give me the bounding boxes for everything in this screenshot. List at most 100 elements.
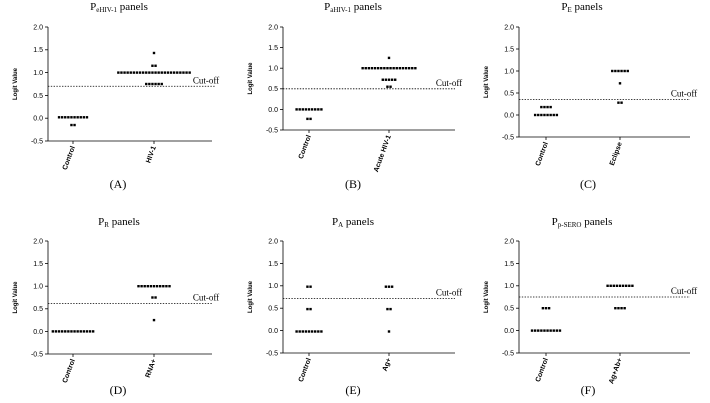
chart-title-tail: panels bbox=[351, 1, 382, 13]
data-point bbox=[154, 71, 157, 74]
chart-title: PaHIV-1 panels bbox=[324, 1, 382, 14]
data-point bbox=[380, 67, 383, 70]
cutoff-label: Cut-off bbox=[436, 78, 462, 88]
y-tick-label: 0.5 bbox=[268, 86, 278, 93]
data-point bbox=[549, 105, 552, 109]
y-tick-label: 1.0 bbox=[504, 68, 514, 75]
chart-title: Pp-SERO panels bbox=[552, 216, 613, 229]
y-tick-label: -0.5 bbox=[31, 351, 43, 358]
data-point bbox=[384, 78, 388, 81]
chart-title: PE panels bbox=[561, 1, 602, 14]
data-point bbox=[307, 330, 311, 333]
data-point bbox=[67, 116, 70, 119]
data-point bbox=[387, 285, 391, 288]
data-point bbox=[85, 116, 89, 119]
data-point bbox=[387, 330, 391, 333]
y-tick-label: -0.5 bbox=[502, 350, 514, 357]
data-point bbox=[623, 69, 626, 73]
chart-title-main: P bbox=[90, 1, 96, 13]
y-tick-label: 1.0 bbox=[268, 283, 278, 290]
data-point bbox=[392, 67, 395, 70]
y-tick-label: 1.0 bbox=[268, 66, 278, 73]
data-point bbox=[76, 116, 79, 119]
data-point bbox=[611, 69, 614, 73]
chart-title-main: P bbox=[552, 216, 558, 228]
data-point bbox=[541, 307, 545, 310]
data-point bbox=[151, 64, 154, 67]
data-point bbox=[609, 284, 612, 287]
data-point bbox=[306, 285, 309, 288]
data-point bbox=[626, 69, 629, 73]
data-point bbox=[309, 307, 312, 311]
data-point bbox=[549, 329, 552, 332]
data-point bbox=[73, 123, 76, 127]
data-point bbox=[76, 330, 79, 333]
data-point bbox=[151, 82, 154, 86]
data-point bbox=[317, 108, 320, 111]
data-point bbox=[157, 71, 160, 74]
data-point bbox=[117, 71, 120, 74]
data-point bbox=[60, 330, 64, 333]
data-point bbox=[306, 307, 309, 311]
data-point bbox=[137, 285, 140, 288]
chart-title-tail: panels bbox=[117, 1, 148, 13]
data-point bbox=[617, 69, 620, 73]
data-point bbox=[618, 82, 622, 85]
cutoff-label: Cut-off bbox=[193, 75, 219, 85]
y-tick-label: 2.0 bbox=[504, 24, 514, 31]
data-point bbox=[546, 329, 549, 332]
data-point bbox=[387, 56, 391, 60]
data-point bbox=[543, 105, 546, 109]
data-point bbox=[154, 296, 157, 299]
chart-title: PA panels bbox=[332, 216, 374, 229]
chart-title-subscript: eHIV-1 bbox=[96, 6, 117, 14]
data-point bbox=[73, 116, 76, 119]
y-tick-label: 0.0 bbox=[268, 328, 278, 335]
data-point bbox=[537, 329, 540, 332]
data-point bbox=[70, 116, 73, 119]
x-category-label: RNA+ bbox=[145, 358, 158, 378]
y-axis-label: Logit Value bbox=[248, 62, 254, 95]
panel-label: (B) bbox=[345, 177, 361, 191]
y-tick-label: 1.0 bbox=[33, 284, 43, 291]
x-category-label: Eclipse bbox=[609, 141, 624, 167]
y-tick-label: 1.0 bbox=[33, 70, 43, 77]
data-point bbox=[549, 113, 552, 117]
data-point bbox=[57, 116, 61, 119]
data-point bbox=[151, 71, 154, 74]
panel-label: (C) bbox=[580, 177, 596, 191]
data-point bbox=[295, 108, 298, 111]
data-point bbox=[407, 67, 411, 70]
y-axis-label: Logit Value bbox=[13, 67, 19, 100]
y-axis-label: Logit Value bbox=[484, 280, 490, 313]
data-point bbox=[606, 284, 609, 287]
x-category-label: HIV-1 bbox=[145, 145, 158, 164]
cutoff-label: Cut-off bbox=[193, 292, 219, 302]
data-point bbox=[88, 330, 92, 333]
data-point bbox=[552, 113, 555, 117]
data-point bbox=[555, 113, 559, 117]
data-point bbox=[155, 285, 159, 288]
data-point bbox=[414, 67, 417, 70]
data-point bbox=[310, 330, 314, 333]
data-point bbox=[320, 330, 323, 333]
data-point bbox=[172, 71, 176, 74]
y-tick-label: 0.5 bbox=[33, 306, 43, 313]
data-point bbox=[91, 330, 95, 333]
data-point bbox=[384, 285, 388, 288]
data-point bbox=[386, 67, 389, 70]
y-axis-label: Logit Value bbox=[13, 281, 19, 314]
data-point bbox=[146, 285, 149, 288]
data-point bbox=[179, 71, 182, 74]
data-point bbox=[618, 284, 622, 287]
y-tick-label: 1.5 bbox=[504, 261, 514, 268]
data-point bbox=[546, 113, 549, 117]
data-point bbox=[157, 82, 160, 86]
y-tick-label: 0.5 bbox=[268, 306, 278, 313]
y-axis-label: Logit Value bbox=[248, 280, 254, 313]
data-point bbox=[617, 101, 620, 104]
data-point bbox=[386, 85, 389, 88]
chart-panel-6: Pp-SERO panels 2.0 1.5 1.0 0.5 0.0 -0.5 Logit V… bbox=[484, 216, 697, 397]
data-point bbox=[390, 285, 394, 288]
